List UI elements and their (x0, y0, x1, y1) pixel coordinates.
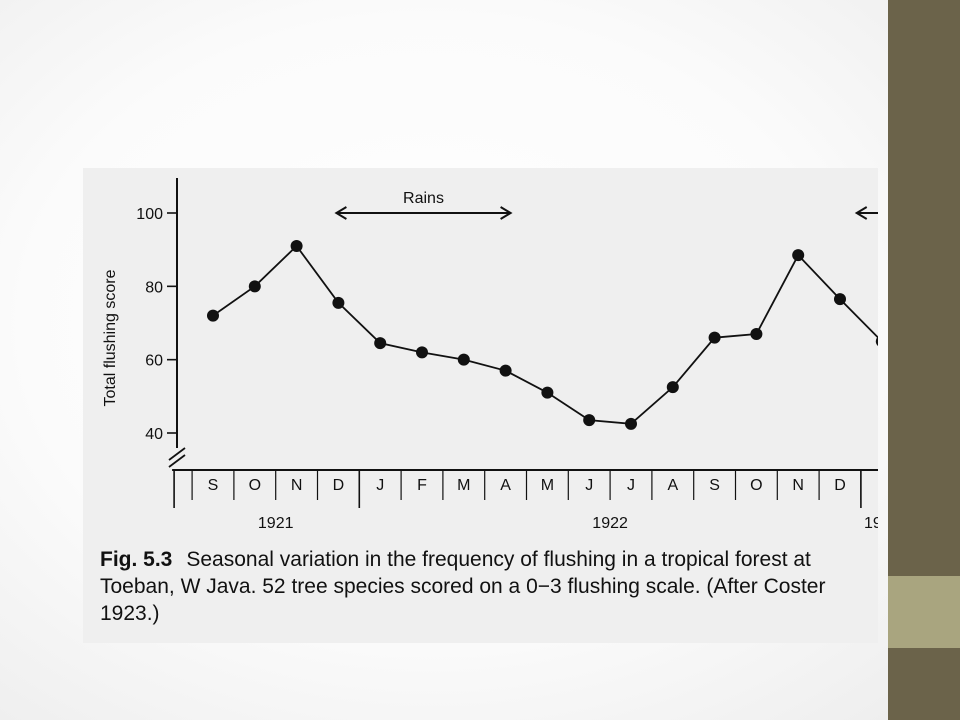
year-label: 1922 (592, 515, 628, 532)
data-point (625, 417, 637, 430)
x-tick-label: F (417, 477, 427, 494)
rains-arrow-head (334, 206, 347, 220)
x-tick-label: J (627, 477, 635, 494)
data-point (416, 346, 428, 359)
x-tick-label: N (792, 477, 804, 494)
x-tick-label: D (333, 477, 345, 494)
figure-caption-text: Seasonal variation in the frequency of f… (100, 548, 826, 625)
y-tick-label: 60 (145, 353, 163, 370)
data-point (750, 328, 763, 340)
x-tick-label: D (834, 477, 846, 494)
y-axis-label: Total flushing score (102, 269, 119, 406)
x-tick-label: J (585, 477, 593, 494)
x-tick-label: M (541, 477, 554, 494)
data-point (332, 296, 345, 309)
x-tick-label: A (667, 477, 678, 494)
year-label: 1923 (864, 515, 878, 532)
data-point (583, 414, 596, 427)
axis-break-mark (168, 447, 186, 461)
data-point (708, 331, 721, 344)
figure-caption: Fig. 5.3 Seasonal variation in the freque… (100, 546, 860, 627)
data-point (541, 386, 554, 399)
x-tick-label: O (249, 477, 261, 494)
year-label: 1921 (258, 515, 294, 532)
slide-side-accent (888, 576, 960, 648)
rains-annotation-label: Rains (403, 190, 444, 207)
x-tick-label: S (208, 477, 219, 494)
x-tick-label: O (750, 477, 762, 494)
axis-break-mark (168, 454, 186, 468)
data-point (792, 249, 805, 262)
rains-arrow-head (500, 206, 513, 220)
data-point (374, 337, 387, 350)
rains-arrow-head (854, 206, 868, 220)
figure-panel: Total flushing score 40 60 80 100 S O N D J F M A M J… (83, 168, 878, 643)
y-tick-label: 80 (145, 279, 163, 296)
data-point (248, 280, 261, 293)
x-tick-label: S (709, 477, 720, 494)
data-point (875, 336, 878, 346)
figure-label: Fig. 5.3 (100, 548, 173, 571)
x-tick-label: J (376, 477, 384, 494)
y-tick-label: 40 (145, 426, 163, 443)
data-point (290, 240, 303, 252)
x-tick-label: M (457, 477, 470, 494)
data-point (457, 353, 470, 366)
data-point (499, 364, 512, 377)
x-tick-label: A (500, 477, 511, 494)
y-tick-label: 100 (136, 206, 163, 223)
data-point (834, 293, 846, 306)
data-point (207, 309, 219, 322)
flushing-chart: Total flushing score 40 60 80 100 S O N D J F M A M J… (102, 178, 878, 532)
x-tick-label: N (291, 477, 303, 494)
data-point (666, 381, 679, 394)
